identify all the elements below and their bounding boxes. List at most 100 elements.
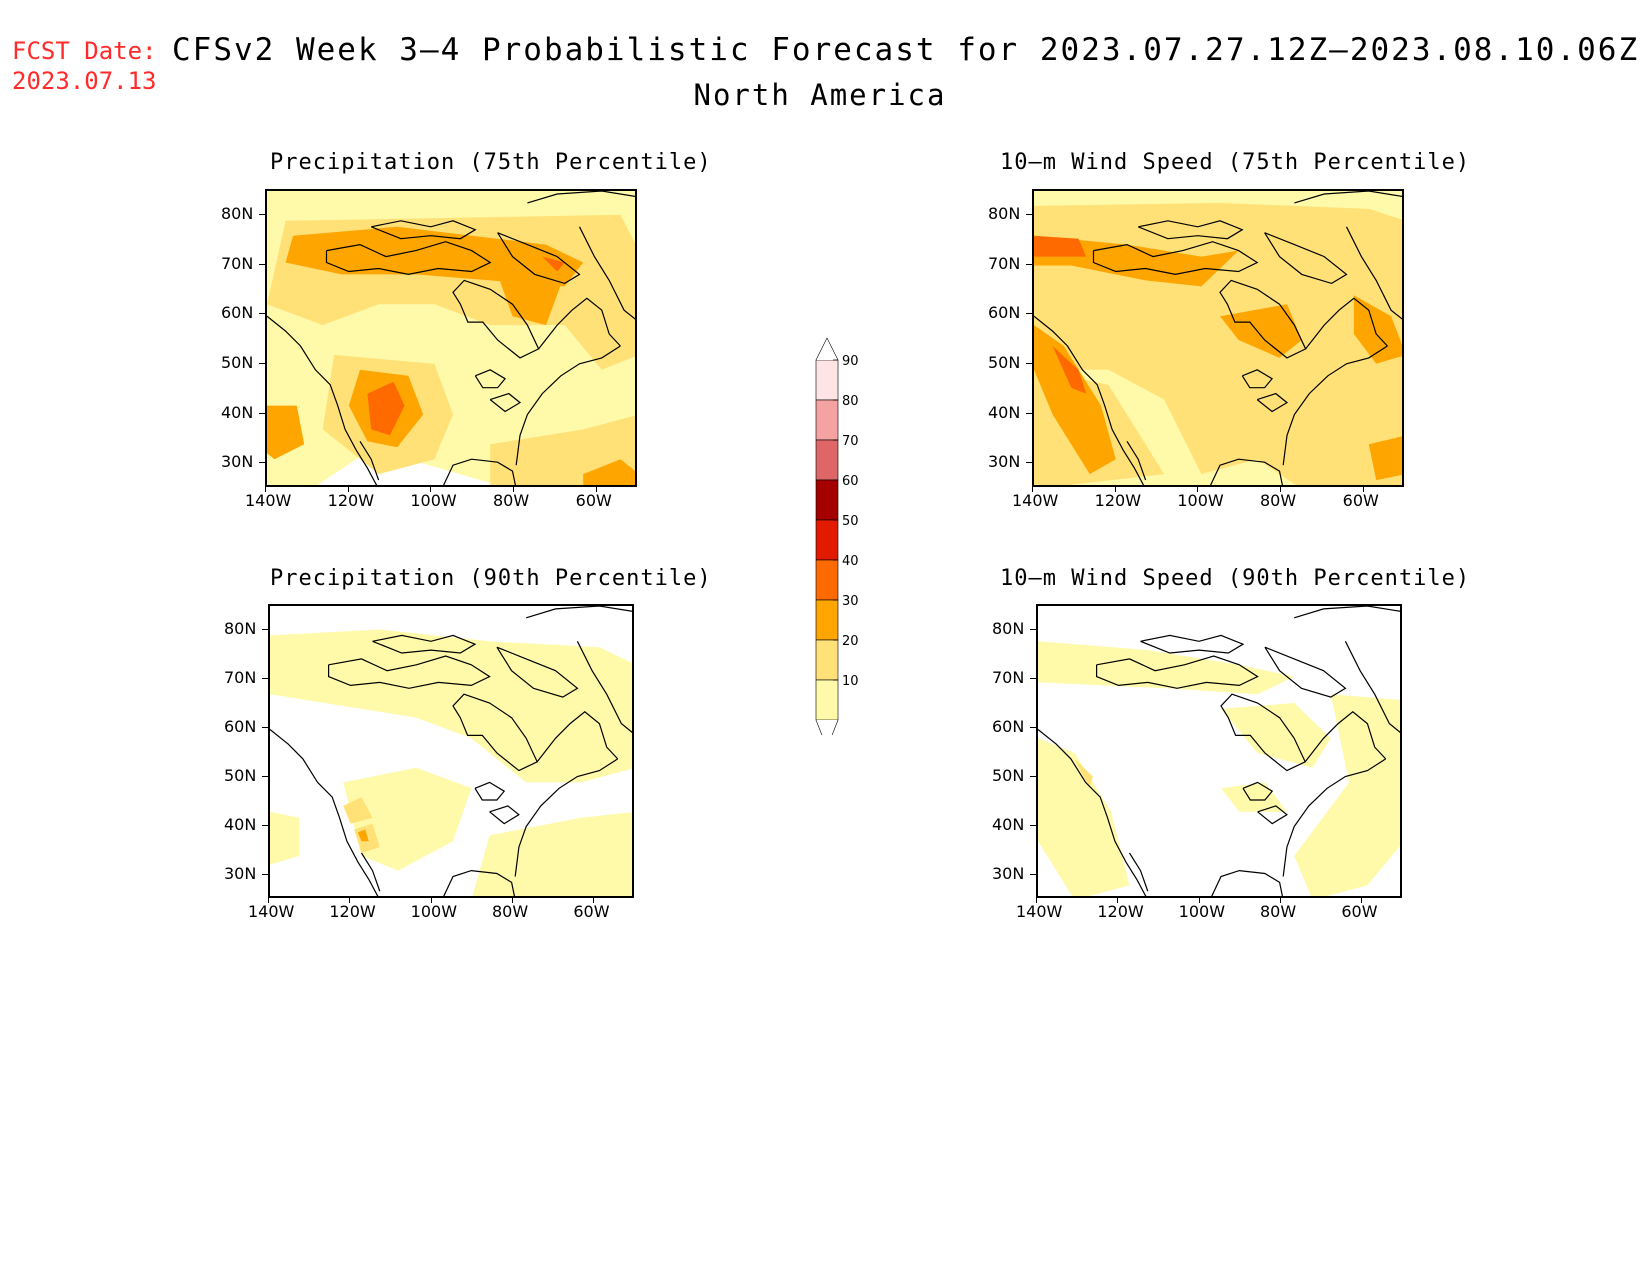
coastline [1137, 220, 1244, 240]
coastline [325, 241, 492, 276]
colorbar-tick-label: 80 [842, 394, 859, 409]
coastline [1282, 345, 1388, 466]
lat-tick-label: 70N [221, 253, 254, 273]
lon-tick-label: 100W [1177, 491, 1224, 510]
lat-tick [262, 824, 268, 826]
lon-tick-label: 80W [1260, 491, 1297, 510]
coastline [1282, 758, 1387, 877]
probability-region [1034, 235, 1239, 287]
probability-region [497, 274, 565, 326]
probability-region [1353, 295, 1402, 364]
lon-tick-label: 100W [410, 491, 457, 510]
lat-tick-label: 30N [992, 863, 1025, 883]
colorbar-segment [815, 479, 839, 521]
lat-tick [262, 726, 268, 728]
lon-tick-label: 120W [1097, 902, 1144, 921]
lat-tick-label: 40N [221, 402, 254, 422]
lon-tick-label: 120W [329, 902, 376, 921]
page-title: CFSv2 Week 3–4 Probabilistic Forecast fo… [172, 32, 1640, 68]
lon-tick [430, 486, 432, 492]
probability-region [1221, 782, 1287, 812]
coastline [514, 758, 619, 877]
lat-tick [1030, 775, 1036, 777]
lat-tick-label: 40N [992, 814, 1025, 834]
probability-region [270, 629, 632, 783]
lat-tick-label: 80N [992, 618, 1025, 638]
colorbar-segment [815, 399, 839, 441]
lon-tick [347, 486, 349, 492]
lon-tick-label: 140W [1016, 902, 1063, 921]
lat-tick [1030, 726, 1036, 728]
lat-tick [262, 628, 268, 630]
panel-title: 10–m Wind Speed (90th Percentile) [1000, 566, 1471, 591]
lon-tick [265, 486, 266, 492]
probability-region [285, 226, 584, 287]
colorbar-segment [815, 679, 839, 721]
lat-tick [1030, 677, 1036, 679]
lon-tick [430, 897, 432, 903]
probability-region [490, 415, 635, 485]
coastline [1241, 369, 1274, 389]
coastline [489, 392, 522, 413]
lon-tick [1280, 486, 1281, 492]
lon-tick-label: 60W [1341, 902, 1378, 921]
colorbar-tick-label: 30 [842, 594, 859, 609]
coastline [1038, 729, 1147, 896]
colorbar-tick-label: 10 [842, 674, 859, 689]
shading-layer [1038, 641, 1400, 896]
coastline [1210, 458, 1283, 485]
lon-tick [1036, 897, 1037, 903]
lat-tick-label: 30N [224, 863, 257, 883]
probability-region [1368, 436, 1402, 481]
lat-tick [259, 213, 265, 215]
coastline-layer [267, 191, 635, 485]
shading-layer [270, 629, 632, 896]
coastline [452, 279, 540, 359]
lat-tick [1026, 412, 1032, 414]
panel-title: Precipitation (90th Percentile) [270, 566, 712, 591]
map-svg [1034, 191, 1402, 485]
probability-region [1034, 235, 1087, 257]
lon-tick-label: 80W [493, 491, 530, 510]
lon-tick-label: 140W [245, 491, 292, 510]
coastline [1220, 693, 1306, 772]
coastline [1264, 646, 1347, 698]
lat-tick-label: 70N [224, 667, 257, 687]
fcst-date-value: 2023.07.13 [12, 67, 157, 95]
lat-tick [1026, 362, 1032, 364]
coastline [1092, 241, 1259, 276]
lon-tick [593, 897, 595, 903]
probability-region [343, 797, 373, 824]
fcst-date-label: FCST Date: 2023.07.13 [12, 36, 157, 96]
coastline [474, 781, 506, 801]
coastline [1219, 279, 1307, 359]
lat-tick [1026, 213, 1032, 215]
lat-tick [1030, 873, 1036, 875]
coastline [443, 869, 515, 896]
coastline [578, 226, 635, 320]
lat-tick-label: 30N [221, 452, 254, 472]
shading-layer [1034, 191, 1402, 485]
colorbar-tick-label: 50 [842, 514, 859, 529]
probability-region [472, 812, 632, 896]
coastline [1256, 392, 1289, 413]
map-precip-75 [265, 189, 637, 487]
lon-tick [1362, 486, 1364, 492]
coastline [359, 440, 380, 481]
lon-tick [349, 897, 351, 903]
coastline [526, 606, 632, 619]
lon-tick [1361, 897, 1363, 903]
lon-tick [1198, 897, 1200, 903]
coastline [372, 634, 477, 654]
lon-tick-label: 120W [1094, 491, 1142, 510]
colorbar-top-cap [815, 337, 839, 361]
fcst-label-text: FCST Date: [12, 37, 157, 65]
coastline [443, 458, 516, 485]
map-precip-90 [268, 604, 634, 898]
lon-tick-label: 60W [1342, 491, 1379, 510]
lon-tick-label: 100W [1178, 902, 1226, 921]
coastline [267, 315, 378, 485]
lat-tick [262, 677, 268, 679]
lat-tick-label: 40N [988, 402, 1021, 422]
lon-tick-label: 60W [573, 902, 610, 921]
